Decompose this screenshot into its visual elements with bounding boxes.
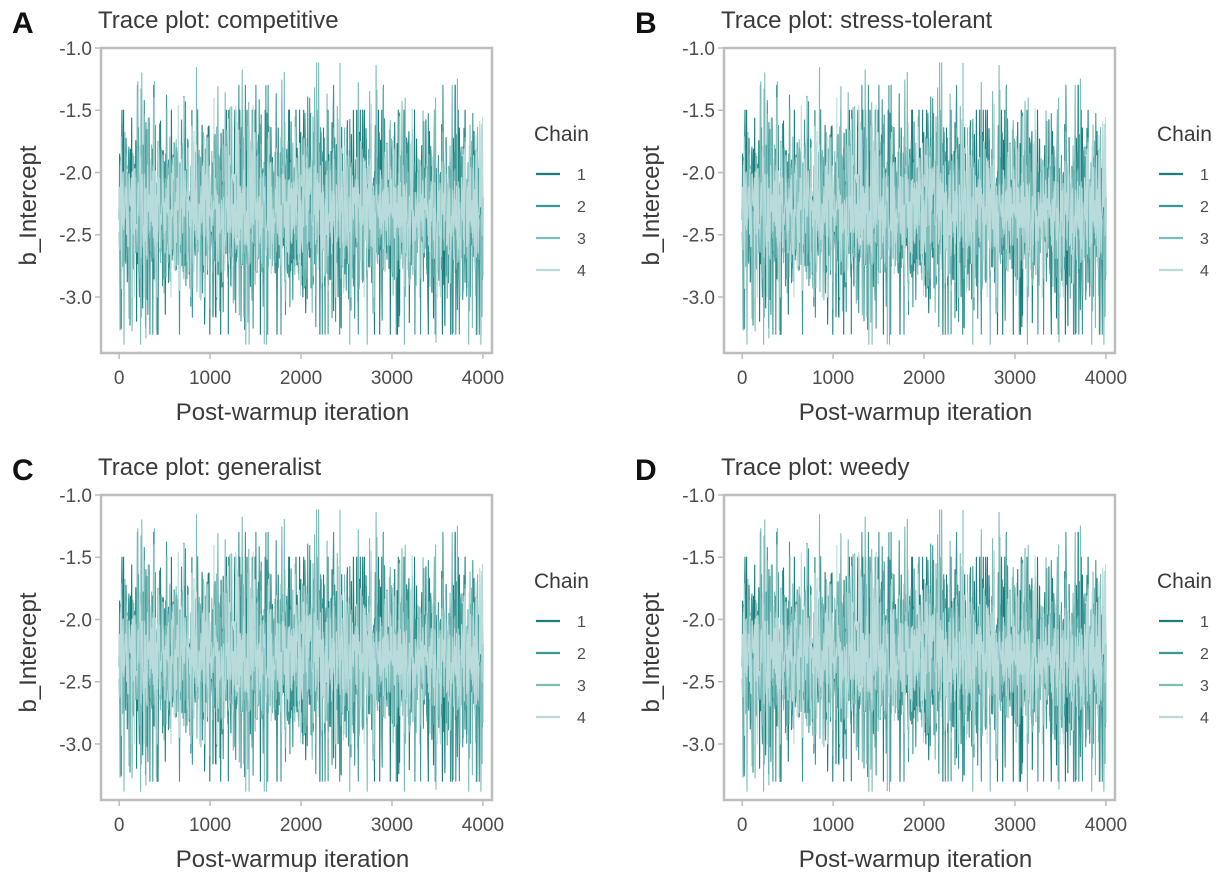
legend-label-chain-1: 1 <box>1200 614 1209 631</box>
y-tick-label: -1.5 <box>59 548 92 569</box>
x-tick-label: 4000 <box>462 815 504 836</box>
panel-label: D <box>635 454 657 487</box>
y-tick-label: -2.5 <box>59 673 92 694</box>
legend-label-chain-2: 2 <box>577 199 586 216</box>
x-tick-label: 1000 <box>812 368 854 389</box>
x-tick-label: 4000 <box>1085 815 1127 836</box>
legend-label-chain-4: 4 <box>1200 263 1209 280</box>
panel-label: C <box>12 454 34 487</box>
legend-title: Chain <box>534 570 589 593</box>
legend-label-chain-4: 4 <box>577 263 586 280</box>
plot-frame <box>99 46 494 355</box>
y-tick-label: -2.0 <box>59 610 92 631</box>
y-axis-title: b_Intercept <box>638 145 665 265</box>
legend: Chain 1 2 3 4 <box>1157 570 1212 727</box>
y-tick-label: -2.5 <box>682 673 715 694</box>
legend-label-chain-4: 4 <box>577 710 586 727</box>
legend-title: Chain <box>1157 570 1212 593</box>
legend-label-chain-3: 3 <box>577 231 586 248</box>
legend: Chain 1 2 3 4 <box>534 570 589 727</box>
x-axis-title: Post-warmup iteration <box>176 846 409 873</box>
panel-title: Trace plot: generalist <box>98 454 322 481</box>
x-tick-label: 1000 <box>812 815 854 836</box>
plot-frame <box>99 493 494 802</box>
x-tick-label: 4000 <box>1085 368 1127 389</box>
legend-label-chain-3: 3 <box>577 678 586 695</box>
legend-label-chain-2: 2 <box>1200 646 1209 663</box>
x-tick-label: 3000 <box>371 815 413 836</box>
legend: Chain 1 2 3 4 <box>534 123 589 280</box>
legend-label-chain-3: 3 <box>1200 231 1209 248</box>
legend-label-chain-2: 2 <box>1200 199 1209 216</box>
x-tick-label: 0 <box>114 368 125 389</box>
y-tick-label: -1.0 <box>682 486 715 507</box>
y-tick-label: -2.0 <box>682 610 715 631</box>
x-tick-label: 0 <box>737 368 748 389</box>
y-axis-title: b_Intercept <box>638 592 665 712</box>
y-tick-label: -3.0 <box>59 288 92 309</box>
x-axis-title: Post-warmup iteration <box>799 846 1032 873</box>
x-tick-label: 2000 <box>903 815 945 836</box>
legend-label-chain-1: 1 <box>577 614 586 631</box>
x-tick-label: 0 <box>114 815 125 836</box>
y-tick-label: -1.0 <box>59 486 92 507</box>
x-tick-label: 2000 <box>903 368 945 389</box>
y-axis-title: b_Intercept <box>15 592 42 712</box>
x-axis-title: Post-warmup iteration <box>799 399 1032 426</box>
panel-label: A <box>12 7 34 40</box>
y-tick-label: -1.5 <box>682 101 715 122</box>
panel-d: D Trace plot: weedy -1.0 -1.5 -2.0 -2.5 -3.0 0 1… <box>635 454 1212 873</box>
plot-frame <box>722 493 1117 802</box>
trace-lines <box>741 509 1107 792</box>
x-tick-label: 4000 <box>462 368 504 389</box>
panel-title: Trace plot: stress-tolerant <box>721 7 993 34</box>
legend-label-chain-2: 2 <box>577 646 586 663</box>
y-tick-label: -2.5 <box>682 226 715 247</box>
x-axis-title: Post-warmup iteration <box>176 399 409 426</box>
panel-c: C Trace plot: generalist -1.0 -1.5 -2.0 -2.5 -… <box>12 454 589 873</box>
y-tick-label: -3.0 <box>59 735 92 756</box>
plot-frame <box>722 46 1117 355</box>
y-tick-label: -2.0 <box>59 163 92 184</box>
legend-label-chain-3: 3 <box>1200 678 1209 695</box>
chain-4-trace <box>118 97 484 298</box>
x-tick-label: 3000 <box>994 815 1036 836</box>
trace-lines <box>118 509 484 792</box>
x-tick-label: 3000 <box>371 368 413 389</box>
panel-label: B <box>635 7 657 40</box>
x-tick-label: 0 <box>737 815 748 836</box>
chain-4-trace <box>118 544 484 745</box>
x-tick-label: 1000 <box>189 815 231 836</box>
chain-4-trace <box>741 97 1107 298</box>
y-tick-label: -1.5 <box>59 101 92 122</box>
x-tick-label: 2000 <box>280 368 322 389</box>
legend: Chain 1 2 3 4 <box>1157 123 1212 280</box>
legend-label-chain-1: 1 <box>577 167 586 184</box>
panel-title: Trace plot: weedy <box>721 454 910 481</box>
y-tick-label: -3.0 <box>682 735 715 756</box>
trace-lines <box>118 62 484 345</box>
y-axis-title: b_Intercept <box>15 145 42 265</box>
y-tick-label: -2.0 <box>682 163 715 184</box>
chain-4-trace <box>741 544 1107 745</box>
x-tick-label: 3000 <box>994 368 1036 389</box>
legend-label-chain-1: 1 <box>1200 167 1209 184</box>
x-tick-label: 1000 <box>189 368 231 389</box>
trace-lines <box>741 62 1107 345</box>
panel-b: B Trace plot: stress-tolerant -1.0 -1.5 -2.0… <box>635 7 1212 426</box>
legend-label-chain-4: 4 <box>1200 710 1209 727</box>
y-tick-label: -1.0 <box>682 39 715 60</box>
y-tick-label: -3.0 <box>682 288 715 309</box>
y-tick-label: -1.5 <box>682 548 715 569</box>
panel-a: A Trace plot: competitive -1.0 -1.5 -2.0 -2.5… <box>12 7 589 426</box>
legend-title: Chain <box>1157 123 1212 146</box>
y-tick-label: -2.5 <box>59 226 92 247</box>
panel-title: Trace plot: competitive <box>98 7 339 34</box>
x-tick-label: 2000 <box>280 815 322 836</box>
legend-title: Chain <box>534 123 589 146</box>
y-tick-label: -1.0 <box>59 39 92 60</box>
